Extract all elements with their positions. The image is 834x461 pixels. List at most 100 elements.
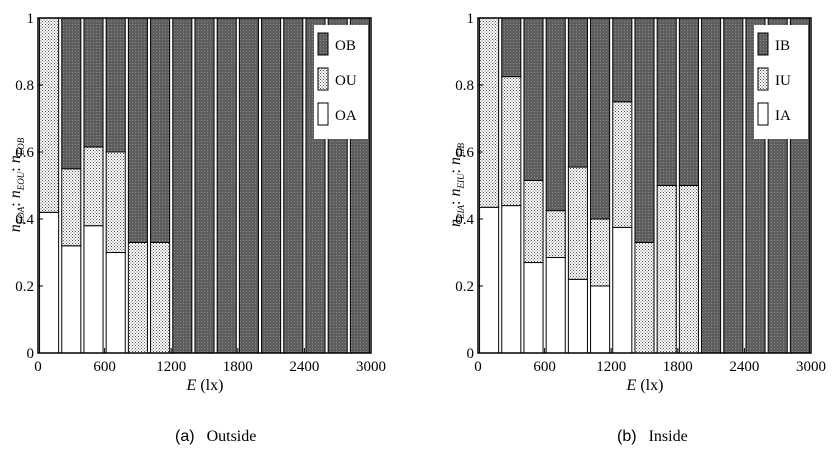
bar-stack-group	[479, 17, 810, 354]
caption-panel-b: (b) Inside	[617, 428, 688, 445]
bar-segment-ib	[701, 17, 722, 354]
bar-segment-ob	[61, 17, 82, 170]
bar-segment-iu	[612, 101, 633, 228]
bar-segment-oa	[105, 252, 126, 354]
bar-segment-ob	[127, 17, 148, 243]
bar-segment-ia	[612, 226, 633, 354]
legend-swatch-oa	[317, 102, 329, 126]
x-axis-label-symbol: E	[626, 377, 637, 394]
legend-label-ia: IA	[775, 108, 791, 124]
x-tick-label: 2400	[289, 359, 319, 375]
bar-segment-ob	[150, 17, 171, 243]
bar-stack-group	[39, 17, 370, 354]
bar-segment-iu	[501, 76, 522, 207]
y-axis-label: nEOA: nEOU: nEOB	[7, 137, 26, 232]
bar-segment-ia	[545, 257, 566, 354]
x-tick-label: 1200	[596, 359, 626, 375]
y-tick-label: 0.8	[455, 78, 474, 94]
x-tick-label: 600	[93, 359, 116, 375]
x-axis-label: E (lx)	[186, 377, 224, 394]
bar-segment-ib	[656, 17, 677, 186]
bar-segment-ia	[523, 262, 544, 354]
legend-label-iu: IU	[775, 73, 791, 89]
bar-segment-ou	[83, 146, 104, 227]
bar-segment-ob	[238, 17, 259, 354]
y-axis-ticks: 0 0.2 0.4 0.6 0.8 1	[15, 11, 43, 362]
x-axis-label-symbol: E	[186, 377, 197, 394]
legend-swatch-ib	[757, 32, 769, 56]
bar-segment-ib	[545, 17, 566, 212]
bar-segment-ob	[105, 17, 126, 153]
bar-segment-iu	[678, 185, 699, 354]
bar-segment-iu	[590, 218, 611, 287]
bar-segment-oa	[39, 211, 60, 354]
y-tick-label: 0.8	[15, 78, 34, 94]
x-tick-label: 1800	[663, 359, 693, 375]
plot-frame	[477, 17, 812, 354]
bar-segment-iu	[656, 185, 677, 354]
bar-segment-ob	[194, 17, 215, 354]
x-tick-label: 3000	[356, 359, 386, 375]
legend: OB OU OA	[314, 25, 368, 139]
bar-segment-ia	[590, 285, 611, 354]
y-tick-label: 0.2	[455, 279, 474, 295]
bar-segment-ib	[590, 17, 611, 220]
y-tick-label: 0.4	[455, 212, 474, 228]
x-axis-ticks: 0 600 1200 1800 2400 3000	[34, 348, 386, 375]
y-tick-label: 1	[27, 11, 35, 27]
legend-swatch-iu	[757, 67, 769, 91]
legend-swatch-ou	[317, 67, 329, 91]
legend-label-oa: OA	[335, 108, 357, 124]
plot-frame	[37, 17, 372, 354]
x-tick-label: 1800	[223, 359, 253, 375]
bar-segment-iu	[479, 17, 500, 208]
caption-panel-a: (a) Outside	[175, 428, 256, 445]
legend-swatch-ob	[317, 32, 329, 56]
bar-segment-iu	[634, 241, 655, 354]
bar-segment-ob	[261, 17, 282, 354]
y-axis-ticks: 0 0.2 0.4 0.6 0.8 1	[455, 11, 483, 362]
bar-segment-ob	[283, 17, 304, 354]
bar-segment-ib	[612, 17, 633, 103]
bar-segment-ib	[678, 17, 699, 186]
bar-segment-ib	[523, 17, 544, 181]
legend-label-ou: OU	[335, 73, 357, 89]
x-tick-label: 600	[533, 359, 556, 375]
x-tick-label: 3000	[796, 359, 826, 375]
y-axis-label: nEIA: nEIU: nEIB	[447, 143, 466, 227]
bar-segment-ou	[39, 17, 60, 213]
bar-segment-oa	[61, 245, 82, 354]
bar-segment-iu	[567, 166, 588, 280]
x-axis-ticks: 0 600 1200 1800 2400 3000	[474, 348, 826, 375]
y-tick-label: 0.4	[15, 212, 34, 228]
panel-inside: 0 0.2 0.4 0.6 0.8 1 0 600 1200 1800 2400 3000 E (l…	[447, 11, 826, 445]
bar-segment-ob	[172, 17, 193, 354]
bar-segment-ou	[61, 168, 82, 247]
bar-segment-ib	[501, 17, 522, 78]
x-tick-label: 0	[34, 359, 42, 375]
legend-label-ob: OB	[335, 38, 356, 54]
bar-segment-ob	[216, 17, 237, 354]
bar-segment-iu	[523, 179, 544, 264]
x-tick-label: 1200	[156, 359, 186, 375]
x-axis-label: E (lx)	[626, 377, 664, 394]
legend-swatch-ia	[757, 102, 769, 126]
x-axis-label-unit: (lx)	[636, 377, 663, 394]
bar-segment-iu	[545, 210, 566, 259]
y-tick-label: 0	[27, 346, 35, 362]
y-tick-label: 0.6	[15, 145, 34, 161]
y-tick-label: 0.6	[455, 145, 474, 161]
bar-segment-ia	[501, 205, 522, 354]
y-tick-label: 1	[467, 11, 475, 27]
bar-segment-ib	[723, 17, 744, 354]
bar-segment-ia	[567, 278, 588, 354]
legend: IB IU IA	[754, 25, 808, 139]
y-tick-label: 0	[467, 346, 475, 362]
bar-segment-ou	[127, 241, 148, 354]
bar-segment-oa	[83, 225, 104, 354]
bar-segment-ob	[83, 17, 104, 148]
bar-segment-ib	[634, 17, 655, 243]
legend-label-ib: IB	[775, 38, 790, 54]
x-tick-label: 2400	[729, 359, 759, 375]
